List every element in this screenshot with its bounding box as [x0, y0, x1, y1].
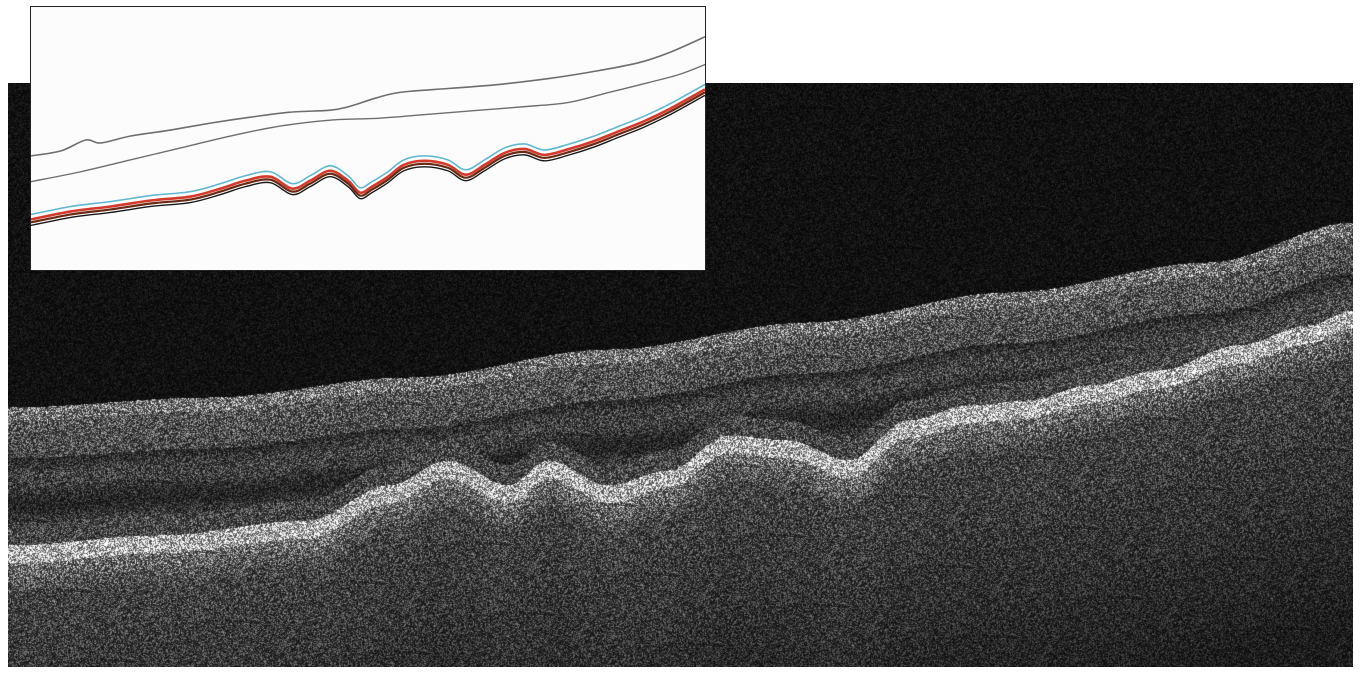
segmentation-line-cyan — [31, 83, 705, 216]
segmentation-line-red — [31, 88, 705, 221]
segmentation-line-top — [31, 36, 705, 157]
segmentation-line-black — [31, 94, 705, 227]
segmentation-line-brown — [31, 91, 705, 224]
segmentation-line-second — [31, 63, 705, 183]
segmentation-inset — [30, 6, 706, 271]
segmentation-overlay — [31, 36, 705, 227]
